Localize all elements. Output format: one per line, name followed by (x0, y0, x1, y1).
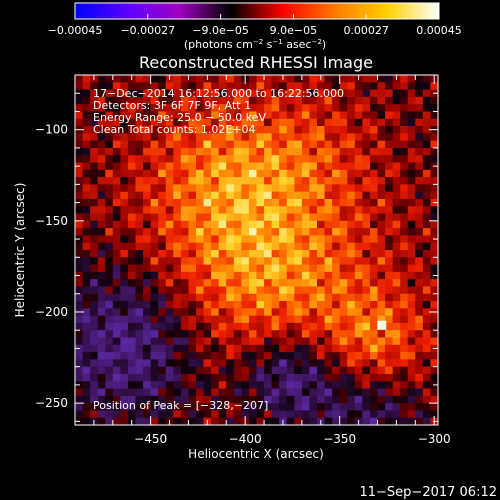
annotation-time-range: 17−Dec−2014 16:12:56.000 to 16:22:56.000 (93, 87, 344, 100)
y-axis-label: Heliocentric Y (arcsec) (13, 183, 27, 318)
chart-title: Reconstructed RHESSI Image (139, 53, 373, 72)
colorbar: −0.00045 −0.00027 −9.0e−05 9.0e−05 0.00027 0.… (48, 2, 462, 51)
colorbar-tick-label: 0.00027 (343, 24, 389, 37)
colorbar-gradient (75, 3, 439, 19)
colorbar-tick-label: −0.00027 (120, 24, 175, 37)
y-tick-label: −150 (35, 214, 68, 228)
colorbar-ticks: −0.00045 −0.00027 −9.0e−05 9.0e−05 0.00027 0.… (48, 14, 462, 37)
x-tick-label: −350 (323, 432, 356, 446)
y-axis-ticks: −100 −150 −200 −250 (35, 92, 438, 422)
colorbar-frame (74, 2, 440, 20)
colorbar-tick-label: −0.00045 (48, 24, 103, 37)
colorbar-units: (photons cm−2 s−1 asec−2) (184, 38, 326, 51)
x-tick-label: −450 (134, 432, 167, 446)
annotation-block: 17−Dec−2014 16:12:56.000 to 16:22:56.000… (93, 87, 344, 136)
peak-position-label: Position of Peak = [−328,−207] (93, 399, 268, 412)
annotation-energy-range: Energy Range: 25.0 − 50.0 keV (93, 111, 267, 124)
peak-point (377, 320, 387, 330)
plot-frame (74, 74, 439, 426)
footer-timestamp: 11−Sep−2017 06:12 (359, 485, 497, 500)
y-tick-label: −250 (35, 396, 68, 410)
x-tick-label: −400 (229, 432, 262, 446)
colorbar-tick-label: 0.00045 (416, 24, 462, 37)
x-axis-ticks: −450 −400 −350 −300 (93, 75, 451, 446)
x-tick-label: −300 (418, 432, 451, 446)
annotation-clean-counts: Clean Total counts: 1.02E+04 (93, 123, 256, 136)
annotation-detectors: Detectors: 3F 6F 7F 9F, Att 1 (93, 99, 251, 112)
x-axis-label: Heliocentric X (arcsec) (188, 447, 324, 461)
heatmap-image (75, 75, 438, 425)
colorbar-tick-label: −9.0e−05 (192, 24, 249, 37)
y-tick-label: −200 (35, 305, 68, 319)
colorbar-tick-label: 9.0e−05 (270, 24, 317, 37)
y-tick-label: −100 (35, 123, 68, 137)
